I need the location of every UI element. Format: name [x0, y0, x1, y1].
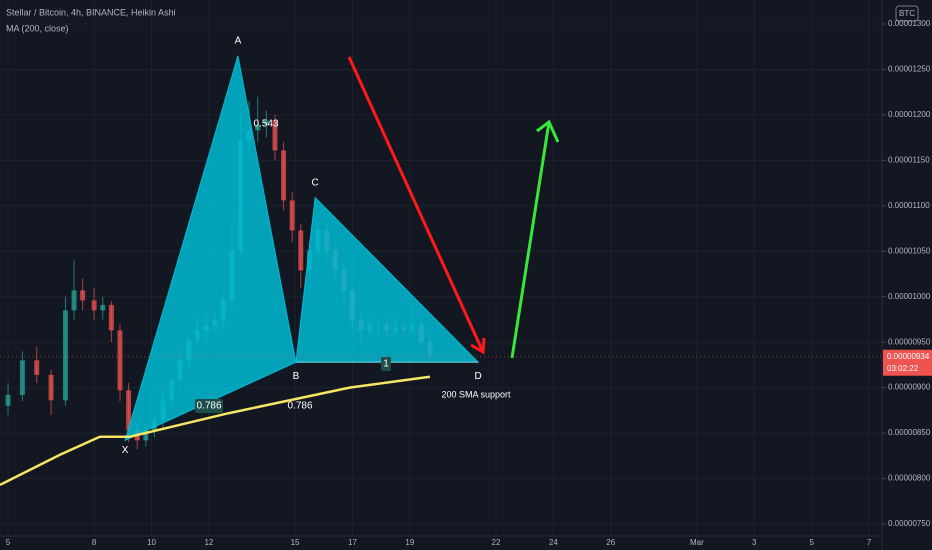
up-arrow — [510, 121, 551, 359]
pattern-point-label: X — [122, 445, 129, 456]
ratio-label: 0.543 — [253, 119, 278, 130]
pattern-point-label: A — [235, 35, 242, 46]
candle-body — [281, 150, 287, 201]
annotation: 200 SMA support — [441, 389, 511, 399]
candle-body — [62, 310, 68, 401]
candle-body — [19, 360, 25, 395]
candle-body — [71, 290, 77, 311]
y-tick-label: 0.00001200 — [888, 110, 931, 119]
ratio-box — [195, 399, 223, 413]
y-tick-label: 0.00000950 — [888, 337, 931, 346]
x-tick-label: Mar — [690, 538, 704, 547]
x-tick-label: 12 — [204, 538, 213, 547]
ma-line — [0, 375, 431, 487]
x-tick-label: 19 — [405, 538, 414, 547]
y-tick-label: 0.00001000 — [888, 292, 931, 301]
ratio-label: 1 — [383, 359, 389, 370]
pattern-point-label: D — [475, 371, 482, 382]
y-tick-label: 0.00001150 — [888, 155, 930, 164]
down-arrow — [347, 56, 485, 353]
candle-body — [263, 120, 269, 125]
y-tick-label: 0.00001050 — [888, 246, 931, 255]
x-tick-label: 15 — [291, 538, 300, 547]
x-tick-label: 24 — [549, 538, 558, 547]
y-tick-label: 0.00000900 — [888, 383, 931, 392]
y-tick-label: 0.00000850 — [888, 428, 931, 437]
candle-body — [126, 390, 132, 431]
candle-body — [298, 230, 304, 271]
candle-body — [100, 304, 106, 311]
candle-body — [255, 124, 261, 131]
countdown: 03:02:22 — [887, 364, 919, 373]
candle-body — [48, 374, 54, 401]
currency-badge-box — [895, 5, 919, 22]
x-tick-label: 5 — [6, 538, 11, 547]
y-tick-label: 0.00001100 — [888, 201, 930, 210]
x-tick-label: 7 — [867, 538, 872, 547]
plot-area — [0, 55, 480, 487]
ratio-box — [381, 357, 391, 371]
ratio-label: 0.786 — [196, 401, 221, 412]
x-tick-label: 22 — [492, 538, 501, 547]
candle-body — [5, 394, 11, 406]
x-tick-label: 17 — [348, 538, 357, 547]
pattern-point-label: C — [312, 177, 319, 188]
ratio-label: 0.786 — [287, 401, 312, 412]
x-tick-label: 8 — [92, 538, 97, 547]
y-tick-label: 0.00000750 — [888, 519, 931, 528]
last-price-label: 0.00000934 — [887, 352, 930, 361]
candle-body — [143, 430, 149, 441]
candle-body — [91, 300, 97, 311]
down-arrow-head — [470, 337, 486, 355]
y-tick-label: 0.00001300 — [888, 19, 931, 28]
y-tick-label: 0.00000800 — [888, 474, 931, 483]
last-price-box — [883, 349, 932, 376]
currency-badge: BTC — [899, 9, 915, 18]
x-tick-label: 5 — [809, 538, 814, 547]
indicator-label: MA (200, close) — [6, 23, 69, 33]
x-tick-label: 3 — [752, 538, 757, 547]
chart-title: Stellar / Bitcoin, 4h, BINANCE, Heikin A… — [6, 7, 176, 17]
x-tick-label: 10 — [147, 538, 156, 547]
candle-body — [272, 120, 278, 151]
candle-body — [108, 304, 114, 331]
candle-body — [80, 290, 86, 301]
candle-body — [34, 360, 40, 375]
candle-body — [117, 330, 123, 391]
pattern-point-label: B — [293, 371, 300, 382]
y-tick-label: 0.00001250 — [888, 65, 931, 74]
candle-body — [289, 200, 295, 231]
x-tick-label: 26 — [606, 538, 615, 547]
up-arrow-head — [536, 119, 560, 143]
